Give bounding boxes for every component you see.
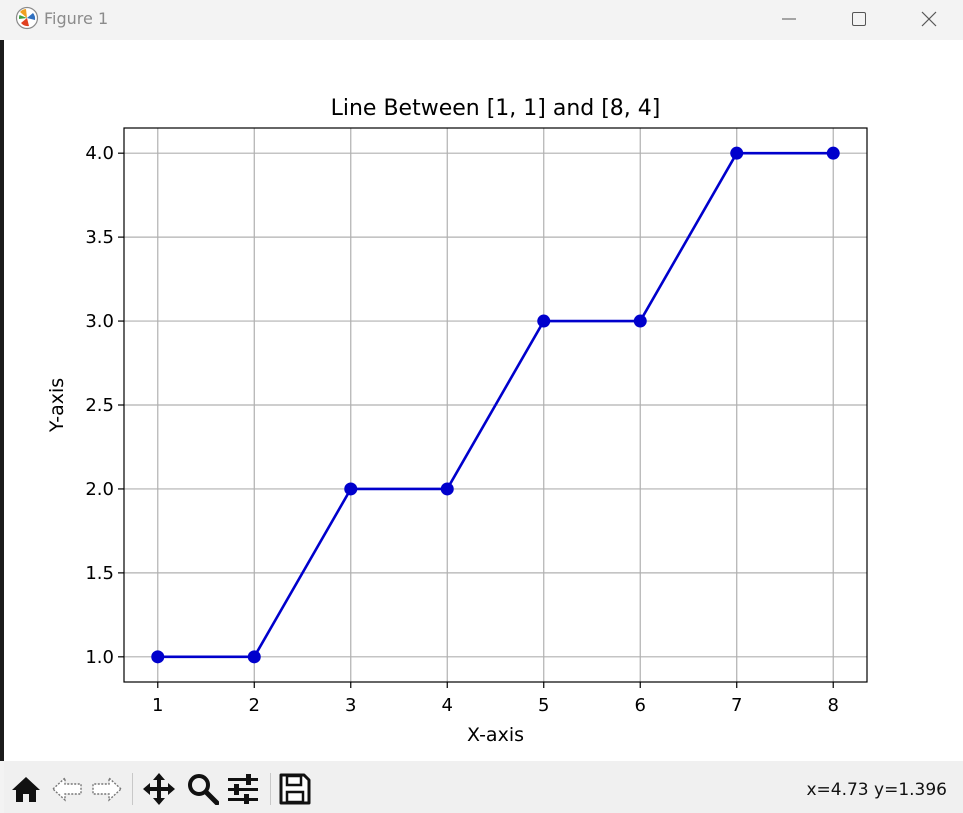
save-button[interactable] xyxy=(276,771,314,807)
data-point xyxy=(633,314,647,328)
move-icon xyxy=(142,772,176,806)
configure-subplots-button[interactable] xyxy=(224,771,262,807)
zoom-button[interactable] xyxy=(184,771,222,807)
home-button[interactable] xyxy=(7,771,45,807)
y-tick-label: 3.0 xyxy=(85,311,114,332)
x-tick-label: 8 xyxy=(828,695,839,716)
maximize-button[interactable] xyxy=(824,0,894,38)
x-tick-label: 3 xyxy=(345,695,356,716)
figure-window: Figure 1 1 2 3 4 5 6 7 8 1.0 1.5 2.0 2.5 3.0 3.5 4.0 L… xyxy=(4,0,963,813)
sliders-icon xyxy=(227,774,259,804)
y-tick-label: 2.5 xyxy=(85,395,114,416)
x-tick-label: 4 xyxy=(442,695,453,716)
pan-button[interactable] xyxy=(140,771,178,807)
maximize-icon xyxy=(852,12,866,26)
series-line xyxy=(157,151,834,659)
navigation-toolbar: x=4.73 y=1.396 xyxy=(4,761,963,813)
data-point xyxy=(151,650,165,664)
figure-canvas[interactable]: 1 2 3 4 5 6 7 8 1.0 1.5 2.0 2.5 3.0 3.5 4.0 Line Betwe… xyxy=(4,40,963,760)
data-point xyxy=(440,482,454,496)
data-point xyxy=(537,314,551,328)
toolbar-separator xyxy=(132,773,133,805)
close-icon xyxy=(921,11,937,27)
toolbar-separator xyxy=(270,773,271,805)
y-axis-label: Y-axis xyxy=(46,378,68,433)
x-tick-label: 2 xyxy=(249,695,260,716)
close-button[interactable] xyxy=(894,0,963,38)
left-arrow-icon xyxy=(51,776,83,802)
x-tick-label: 6 xyxy=(635,695,646,716)
matplotlib-logo-icon xyxy=(15,6,39,30)
forward-button[interactable] xyxy=(88,771,126,807)
data-point xyxy=(247,650,261,664)
cursor-coordinates: x=4.73 y=1.396 xyxy=(806,780,947,800)
chart-title: Line Between [1, 1] and [8, 4] xyxy=(331,96,661,121)
data-point xyxy=(344,482,358,496)
magnifier-icon xyxy=(187,773,219,805)
data-point xyxy=(730,146,744,160)
minimize-button[interactable] xyxy=(754,0,824,38)
right-arrow-icon xyxy=(91,776,123,802)
title-bar[interactable]: Figure 1 xyxy=(4,0,963,40)
window-title: Figure 1 xyxy=(44,9,109,28)
minimize-icon xyxy=(782,12,796,26)
floppy-disk-icon xyxy=(279,773,311,805)
data-point xyxy=(826,146,840,160)
y-tick-label: 1.5 xyxy=(85,563,114,584)
x-tick-label: 5 xyxy=(538,695,549,716)
home-icon xyxy=(11,775,41,803)
x-tick-label: 7 xyxy=(731,695,742,716)
y-tick-label: 4.0 xyxy=(85,143,114,164)
y-tick-label: 3.5 xyxy=(85,227,114,248)
back-button[interactable] xyxy=(48,771,86,807)
x-tick-label: 1 xyxy=(152,695,163,716)
y-tick-label: 2.0 xyxy=(85,479,114,500)
y-tick-label: 1.0 xyxy=(85,647,114,668)
x-axis-label: X-axis xyxy=(467,724,524,746)
background-window-edge xyxy=(0,40,4,761)
